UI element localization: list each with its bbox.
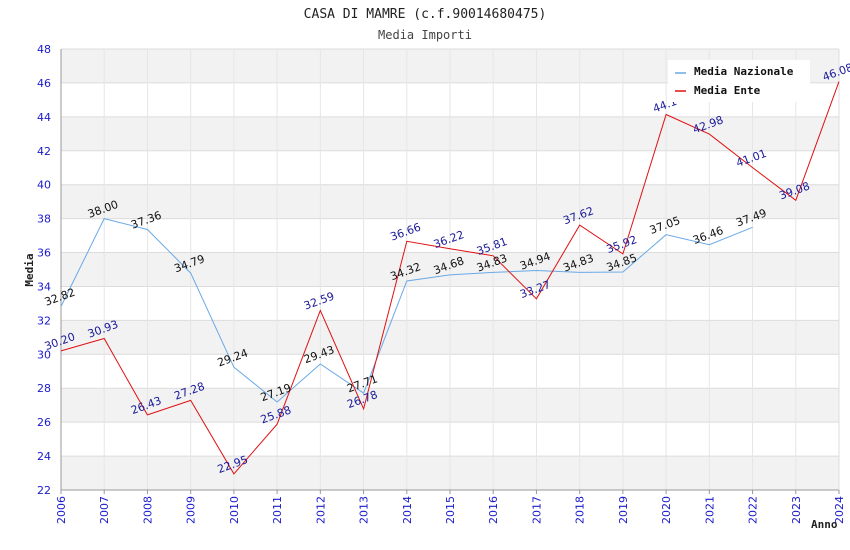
y-tick-labels: 22 24 26 28 30 32 34 36 38 40 42 44 46 48	[37, 43, 51, 497]
y-tick-label: 26	[37, 416, 51, 429]
x-tick-label: 2011	[271, 496, 284, 524]
x-tick-label: 2021	[703, 496, 716, 524]
data-label-nazionale: 36.46	[691, 224, 725, 247]
data-label-ente: 32.59	[302, 290, 336, 313]
chart-subtitle: Media Importi	[378, 28, 472, 42]
y-tick-label: 24	[37, 450, 51, 463]
y-tick-label: 44	[37, 111, 51, 124]
legend-label-nazionale: Media Nazionale	[694, 65, 794, 78]
data-label-ente: 36.66	[389, 221, 423, 244]
legend-label-ente: Media Ente	[694, 84, 761, 97]
y-tick-label: 36	[37, 247, 51, 260]
y-tick-label: 22	[37, 484, 51, 497]
x-tick-label: 2016	[487, 496, 500, 524]
x-tick-label: 2009	[185, 496, 198, 524]
y-tick-label: 42	[37, 145, 51, 158]
x-tick-labels: 2006 2007 2008 2009 2010 2011 2012 2013 2014 2015…	[55, 496, 846, 524]
y-tick-label: 46	[37, 77, 51, 90]
y-tick-label: 30	[37, 348, 51, 361]
x-tick-label: 2022	[747, 496, 760, 524]
axes	[60, 49, 840, 494]
x-axis-label: Anno	[811, 518, 838, 531]
x-tick-label: 2008	[141, 496, 154, 524]
x-tick-label: 2019	[617, 496, 630, 524]
x-tick-label: 2018	[574, 496, 587, 524]
x-tick-label: 2017	[530, 496, 543, 524]
x-tick-label: 2006	[55, 496, 68, 524]
y-axis-label: Media	[23, 253, 36, 286]
data-label-ente: 36.22	[432, 228, 466, 251]
y-tick-label: 48	[37, 43, 51, 56]
x-tick-label: 2014	[401, 496, 414, 524]
x-tick-label: 2024	[833, 496, 846, 524]
series-line-nazionale	[60, 218, 753, 403]
x-tick-label: 2015	[444, 496, 457, 524]
y-tick-label: 28	[37, 382, 51, 395]
x-tick-label: 2010	[228, 496, 241, 524]
x-tick-label: 2013	[358, 496, 371, 524]
series-line-ente	[60, 81, 840, 475]
series-lines	[60, 81, 840, 475]
x-tick-label: 2007	[98, 496, 111, 524]
x-tick-label: 2020	[660, 496, 673, 524]
x-tick-label: 2012	[314, 496, 327, 524]
y-tick-label: 40	[37, 179, 51, 192]
legend: Media Nazionale Media Ente	[668, 60, 810, 102]
legend-background	[668, 60, 810, 102]
y-tick-label: 34	[37, 280, 51, 293]
x-tick-label: 2023	[790, 496, 803, 524]
y-tick-label: 32	[37, 314, 51, 327]
chart-title: CASA DI MAMRE (c.f.90014680475)	[304, 7, 547, 22]
y-tick-label: 38	[37, 213, 51, 226]
